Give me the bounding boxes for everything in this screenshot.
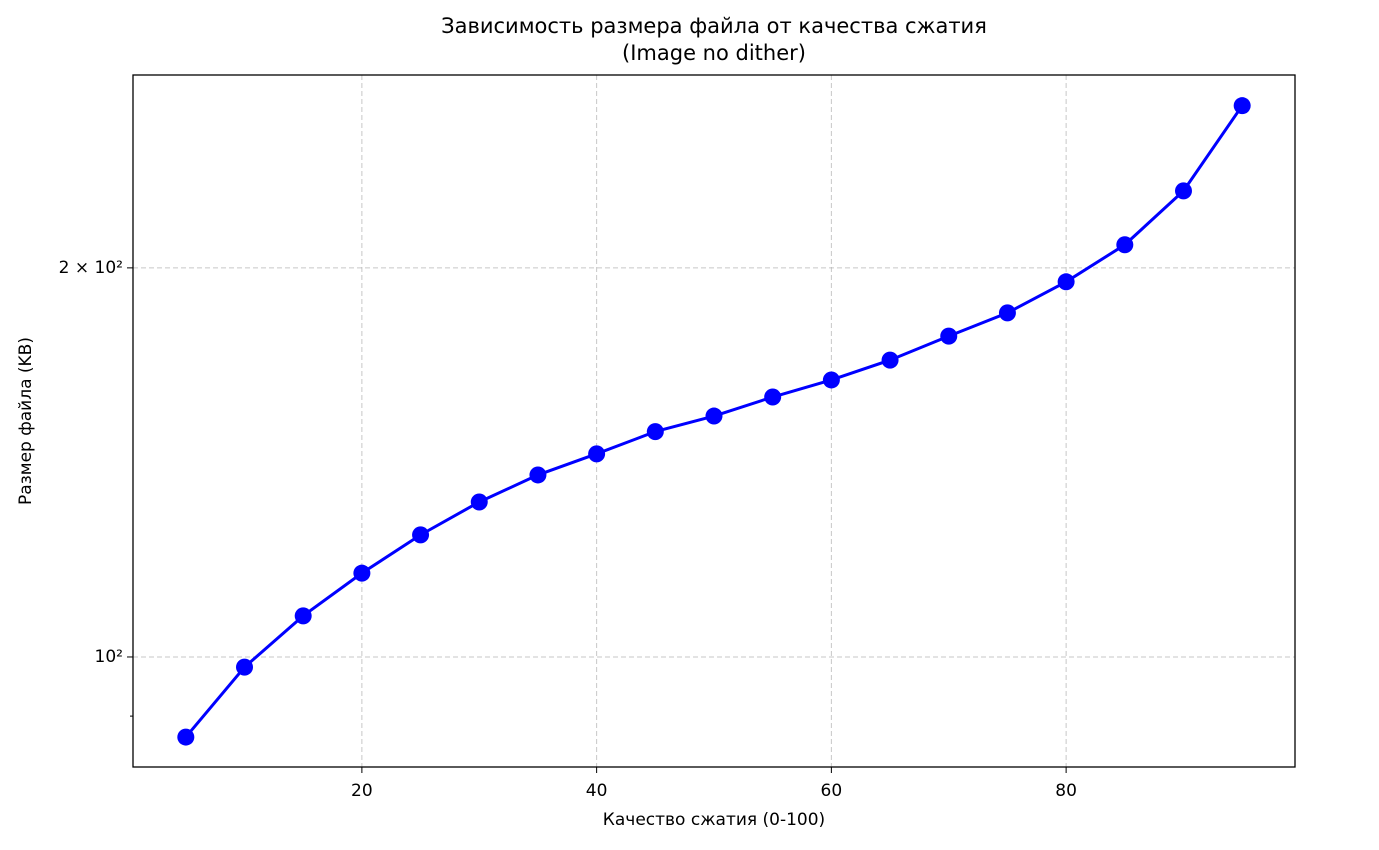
data-point (236, 658, 254, 676)
data-point (177, 728, 195, 746)
x-tick-label: 40 (586, 781, 608, 801)
data-point (940, 327, 958, 345)
x-tick-label: 80 (1055, 781, 1077, 801)
data-point (822, 371, 840, 389)
data-point (998, 304, 1016, 322)
data-point (529, 466, 547, 484)
data-point (470, 493, 488, 511)
chart-subtitle: (Image no dither) (622, 41, 806, 65)
data-point (294, 607, 312, 625)
data-point (353, 564, 371, 582)
y-axis-label: Размер файла (KB) (16, 337, 36, 505)
data-point (1233, 97, 1251, 115)
x-tick-label: 60 (821, 781, 843, 801)
y-tick-label: 10² (95, 647, 123, 667)
data-point (1057, 273, 1075, 291)
data-point (764, 388, 782, 406)
data-point (1174, 182, 1192, 200)
data-point (646, 423, 664, 441)
data-point (705, 407, 723, 425)
x-axis-label: Качество сжатия (0-100) (603, 810, 825, 830)
y-tick-label: 2 × 10² (59, 258, 123, 278)
chart-title: Зависимость размера файла от качества сж… (441, 14, 987, 38)
data-point (412, 526, 430, 544)
data-point (588, 445, 606, 463)
data-point (1116, 236, 1134, 254)
data-point (881, 351, 899, 369)
plot-frame (132, 74, 1296, 768)
x-tick-label: 20 (351, 781, 373, 801)
